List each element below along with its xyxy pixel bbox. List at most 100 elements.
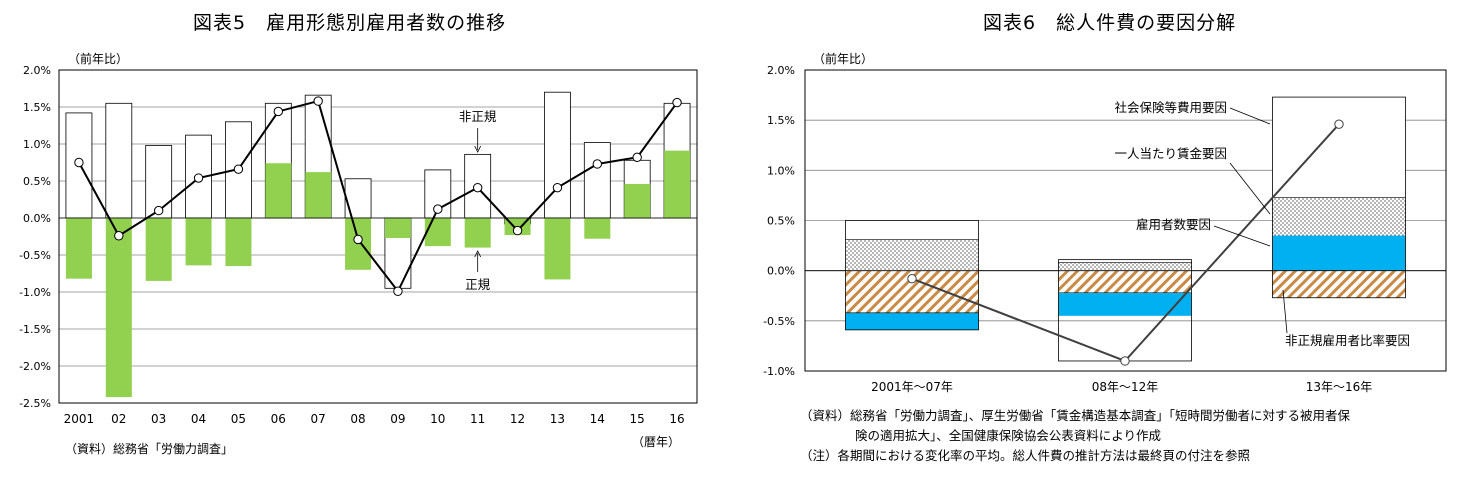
chart5-ytick: -1.5% (19, 323, 51, 336)
chart5-bar-nonregular (105, 102, 133, 219)
chart6-ytick: -0.5% (763, 315, 795, 328)
chart5-total-point (552, 182, 563, 193)
chart6-ytick: -1.0% (763, 365, 795, 378)
chart5-bar-regular (664, 150, 691, 218)
chart6-seg-nonregular (1058, 270, 1192, 293)
chart5-source: （資料）総務省「労働力調査」 (65, 442, 234, 456)
chart6-ytick: 0.5% (767, 215, 795, 228)
chart5-bar-nonregular (344, 178, 372, 219)
chart5-ylabel: （前年比） (68, 52, 129, 66)
chart5-xtick: 12 (510, 412, 525, 426)
chart6-seg-employees (1058, 262, 1192, 271)
chart5-total-point (273, 106, 284, 117)
chart5-xtick: 04 (191, 412, 206, 426)
chart6-total-point (1334, 119, 1344, 129)
chart5-arrowhead-regular (474, 250, 482, 258)
chart5-title: 図表5 雇用形態別雇用者数の推移 (193, 12, 507, 34)
chart5-total-point (233, 164, 244, 174)
chart5-bar-regular (145, 218, 172, 281)
chart6-seg-social (1058, 259, 1192, 263)
chart6-note-1: （資料）総務省「労働力調査」、厚生労働省「賃金構造基本調査」「短時間労働者に対す… (800, 408, 1351, 423)
chart5-bar-regular (584, 218, 611, 239)
chart5-total-point (74, 157, 84, 168)
chart5-ytick: -0.5% (19, 249, 51, 262)
chart6-xtick: 13年～16年 (1306, 380, 1373, 394)
chart5-ytick: -2.0% (19, 360, 51, 373)
chart6-leader-employees (1213, 225, 1271, 247)
chart5-bar-regular (544, 218, 571, 280)
chart5-ytick: 1.5% (23, 101, 51, 114)
chart6-annotation-employees: 雇用者数要因 (1136, 217, 1211, 232)
chart5-total-point (632, 152, 642, 163)
chart5-xtick: 09 (390, 412, 405, 426)
chart5-total-point (153, 205, 164, 216)
chart5-ytick: 2.0% (23, 64, 51, 77)
chart5-xtick: 07 (311, 412, 326, 426)
chart5-xtick: 10 (430, 412, 445, 426)
chart5-xtick: 14 (590, 412, 605, 426)
chart6-total-point (907, 273, 917, 284)
chart5-xtick: 05 (231, 412, 246, 426)
chart6-seg-employees (1272, 197, 1406, 236)
chart5-bar-regular (225, 218, 252, 267)
chart6-seg-social (845, 220, 979, 240)
chart5-ytick: -1.0% (19, 286, 51, 299)
chart5-bar-regular (185, 218, 212, 266)
chart6-seg-social (1272, 97, 1406, 198)
chart5-total-point (313, 96, 323, 106)
chart5-xtick: 16 (669, 412, 684, 426)
chart5-total-point (114, 231, 124, 241)
chart5-bar-regular (384, 218, 411, 238)
chart5-total-line (78, 99, 678, 294)
chart5-xtick: 02 (111, 412, 126, 426)
chart6-title: 図表6 総人件費の要因分解 (983, 12, 1237, 34)
chart5-bar-regular (65, 218, 92, 279)
chart6-leader-wage (1229, 162, 1271, 215)
chart5-total-point (353, 234, 363, 245)
chart6-note-3: （注）各期間における変化率の平均。総人件費の推計方法は最終頁の付注を参照 (800, 448, 1251, 463)
chart5-total-point (672, 97, 682, 108)
chart6-ytick: 1.0% (767, 164, 795, 177)
chart5-ytick: 1.0% (23, 138, 51, 151)
chart6-xtick: 08年～12年 (1092, 380, 1159, 394)
chart6-leader-social (1229, 107, 1271, 125)
chart6-seg-wage (1058, 292, 1192, 316)
chart5-plot-frame (58, 69, 698, 404)
chart6-total-point (1120, 356, 1130, 366)
chart5-total-point (433, 204, 443, 214)
chart5-xtick: 08 (350, 412, 365, 426)
chart5-xtick: 03 (151, 412, 166, 426)
chart6-ylabel: （前年比） (813, 52, 874, 66)
chart5-total-point (512, 225, 523, 236)
chart5-ytick: -2.5% (19, 397, 51, 410)
chart5-total-point (472, 182, 483, 193)
chart5-bar-regular (464, 218, 491, 248)
chart6-annotation-wage: 一人当たり賃金要因 (1114, 146, 1227, 161)
chart5-bar-regular (305, 172, 332, 218)
chart6-seg-nonregular (1272, 270, 1406, 298)
chart5-annotation-regular: 正規 (465, 277, 491, 292)
chart6-xtick: 2001年～07年 (871, 380, 953, 394)
chart6-annotation-nonregular: 非正規雇用者比率要因 (1285, 333, 1410, 348)
chart6-seg-employees (845, 239, 979, 271)
chart5-total-point (393, 286, 403, 296)
chart5-bar-nonregular (544, 91, 571, 219)
chart6-ytick: 0.0% (767, 265, 795, 278)
chart5-arrowhead-nonregular (474, 145, 482, 153)
chart5-xtick: 13 (550, 412, 565, 426)
chart5-ytick: 0.0% (23, 212, 51, 225)
chart5-bar-nonregular (583, 142, 611, 219)
chart6-seg-wage (1272, 235, 1406, 271)
chart5-xtick: 11 (470, 412, 485, 426)
chart6-seg-wage (845, 312, 979, 330)
chart6-note-2: 険の適用拡大」、全国健康保険協会公表資料により作成 (855, 428, 1162, 443)
chart6-ytick: 2.0% (767, 64, 795, 77)
chart5-bar-regular (424, 218, 451, 247)
chart5-bar-regular (105, 218, 132, 398)
chart6-annotation-social: 社会保険等費用要因 (1114, 100, 1227, 115)
chart5-bar-regular (265, 163, 292, 218)
chart5-bar-regular (624, 183, 651, 218)
chart5-xtick: 15 (630, 412, 645, 426)
chart6-plot-frame (804, 69, 1447, 372)
